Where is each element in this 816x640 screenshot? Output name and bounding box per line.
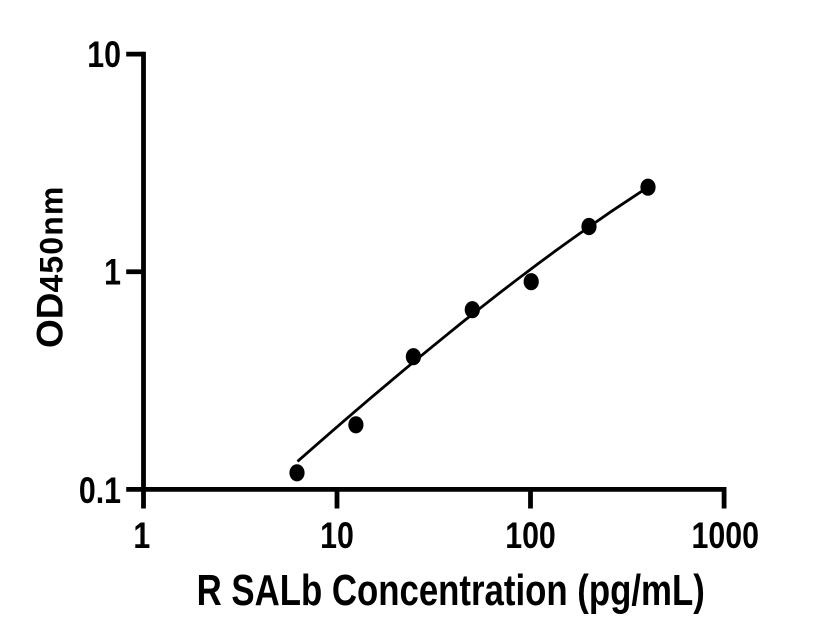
svg-text:OD450nm: OD450nm — [29, 186, 70, 348]
svg-text:10: 10 — [87, 34, 121, 76]
svg-text:0.1: 0.1 — [79, 470, 121, 512]
svg-text:10: 10 — [320, 515, 354, 557]
svg-text:1: 1 — [133, 515, 150, 557]
svg-text:1000: 1000 — [692, 515, 759, 557]
svg-text:100: 100 — [505, 515, 556, 557]
svg-text:1: 1 — [104, 252, 121, 294]
svg-text:R SALb Concentration (pg/mL): R SALb Concentration (pg/mL) — [197, 566, 705, 615]
